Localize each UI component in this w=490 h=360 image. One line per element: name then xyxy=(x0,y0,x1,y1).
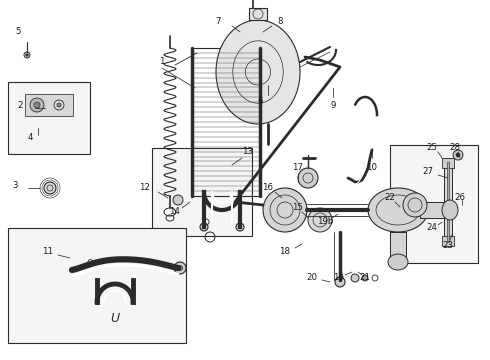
Text: 1: 1 xyxy=(159,58,165,67)
Text: 5: 5 xyxy=(15,27,21,36)
Bar xyxy=(444,158,452,246)
Circle shape xyxy=(453,150,463,160)
Text: 27: 27 xyxy=(422,167,434,176)
Circle shape xyxy=(362,275,368,281)
Text: 4: 4 xyxy=(27,134,33,143)
Text: 15: 15 xyxy=(293,203,303,212)
Circle shape xyxy=(57,103,61,107)
Text: 16: 16 xyxy=(263,184,273,193)
Text: 21: 21 xyxy=(360,274,370,283)
Bar xyxy=(8,82,90,154)
Circle shape xyxy=(26,54,28,56)
Circle shape xyxy=(174,262,186,274)
Text: 10: 10 xyxy=(367,163,377,172)
Bar xyxy=(390,232,406,262)
Ellipse shape xyxy=(403,193,427,217)
Text: 26: 26 xyxy=(455,194,466,202)
Text: 19: 19 xyxy=(333,274,343,283)
Text: 9: 9 xyxy=(330,100,336,109)
Text: 28: 28 xyxy=(449,144,461,153)
Circle shape xyxy=(200,223,208,231)
Bar xyxy=(152,148,252,236)
Circle shape xyxy=(30,98,44,112)
Text: 11: 11 xyxy=(43,248,53,256)
Ellipse shape xyxy=(368,188,428,232)
Text: 8: 8 xyxy=(277,18,283,27)
Bar xyxy=(442,158,454,168)
Bar xyxy=(8,228,186,343)
Circle shape xyxy=(177,266,182,270)
Text: 19b: 19b xyxy=(317,217,333,226)
Text: 25: 25 xyxy=(426,144,438,153)
Text: 3: 3 xyxy=(12,180,18,189)
Circle shape xyxy=(456,153,460,157)
Circle shape xyxy=(173,195,183,205)
Circle shape xyxy=(34,102,40,108)
Bar xyxy=(420,202,450,218)
Ellipse shape xyxy=(308,208,332,232)
Bar xyxy=(390,145,478,263)
Text: 6: 6 xyxy=(257,98,263,107)
Circle shape xyxy=(298,168,318,188)
Text: 18: 18 xyxy=(279,248,291,256)
Text: 7: 7 xyxy=(215,18,221,27)
Text: 12: 12 xyxy=(140,184,150,193)
Text: 2: 2 xyxy=(17,100,23,109)
Text: 22: 22 xyxy=(385,194,395,202)
Text: 13: 13 xyxy=(243,148,253,157)
Text: 17: 17 xyxy=(293,163,303,172)
Bar xyxy=(25,94,73,116)
Circle shape xyxy=(351,274,359,282)
Text: 14: 14 xyxy=(170,207,180,216)
Text: 20: 20 xyxy=(307,274,318,283)
Circle shape xyxy=(236,223,244,231)
Text: 23: 23 xyxy=(442,240,454,249)
Ellipse shape xyxy=(442,200,458,220)
Circle shape xyxy=(335,277,345,287)
Circle shape xyxy=(44,182,56,194)
Bar xyxy=(442,236,454,246)
Text: o: o xyxy=(87,257,93,267)
Circle shape xyxy=(24,52,30,58)
Bar xyxy=(192,48,260,196)
Bar xyxy=(249,8,267,20)
Text: U: U xyxy=(110,311,120,324)
Bar xyxy=(447,162,449,242)
Ellipse shape xyxy=(216,20,300,124)
Ellipse shape xyxy=(263,188,307,232)
Text: 24: 24 xyxy=(426,224,438,233)
Ellipse shape xyxy=(388,254,408,270)
